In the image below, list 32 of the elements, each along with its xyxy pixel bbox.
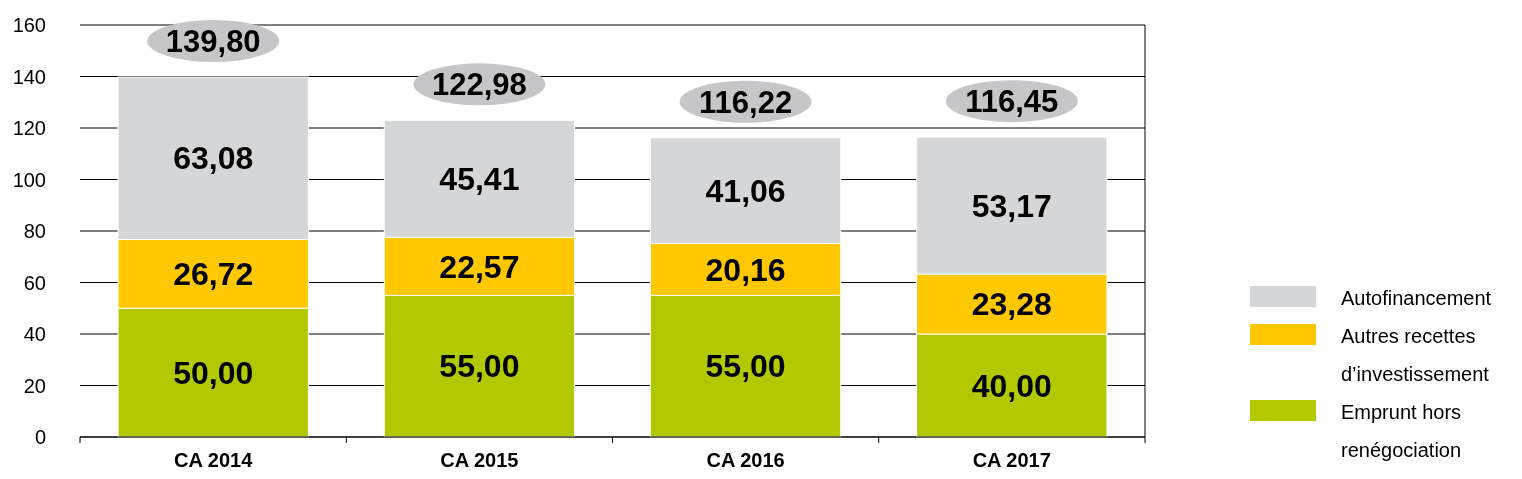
data-label: 22,57 [439, 248, 520, 285]
legend-label: Autres recettes d’investissement [1341, 325, 1490, 385]
legend-label: Emprunt hors renégociation [1341, 401, 1462, 461]
y-tick-label: 40 [23, 323, 46, 345]
total-label: 116,22 [699, 84, 793, 120]
data-label: 23,28 [971, 286, 1052, 323]
y-tick-label: 80 [23, 220, 46, 242]
y-tick-label: 60 [23, 271, 46, 294]
data-label: 63,08 [173, 140, 254, 177]
y-tick-label: 0 [34, 426, 46, 448]
y-tick-label: 120 [12, 117, 46, 139]
legend-label: Autofinancement [1341, 287, 1492, 309]
y-tick-label: 160 [12, 14, 46, 36]
y-tick-label: 100 [12, 168, 46, 191]
data-label: 55,00 [705, 348, 786, 385]
y-tick-label: 140 [12, 65, 46, 88]
data-label: 41,06 [705, 172, 786, 209]
data-label: 50,00 [173, 354, 254, 391]
data-label: 26,72 [173, 256, 254, 293]
data-label: 40,00 [971, 367, 1052, 404]
data-label: 55,00 [439, 348, 520, 385]
total-label: 116,45 [965, 83, 1059, 119]
x-tick-label: CA 2015 [440, 449, 519, 471]
x-tick-label: CA 2016 [706, 449, 785, 471]
x-tick-label: CA 2017 [972, 449, 1051, 471]
total-label: 139,80 [165, 23, 261, 59]
total-label: 122,98 [431, 67, 527, 103]
data-label: 53,17 [971, 187, 1052, 224]
data-label: 45,41 [439, 160, 520, 197]
y-tick-label: 20 [23, 374, 46, 397]
x-tick-label: CA 2014 [174, 449, 254, 471]
data-label: 20,16 [705, 251, 786, 288]
